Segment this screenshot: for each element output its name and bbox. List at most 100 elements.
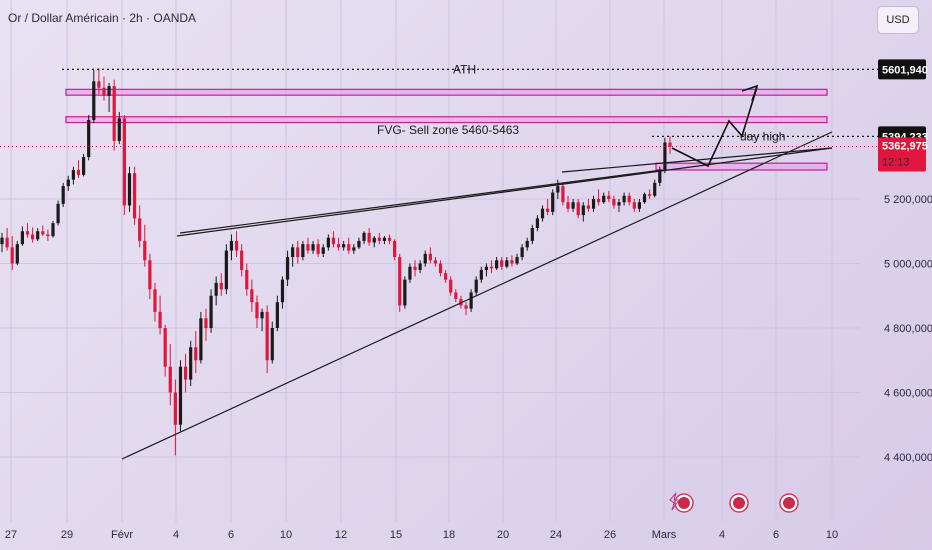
candle-body <box>229 240 234 251</box>
candle-body <box>459 298 463 306</box>
candle-body <box>316 244 320 254</box>
candle-body <box>372 237 376 243</box>
candle-body <box>36 231 40 240</box>
candle <box>138 205 142 248</box>
candle <box>316 239 320 258</box>
candle <box>474 276 478 296</box>
candle <box>173 379 177 456</box>
candle-body <box>612 199 616 206</box>
candle <box>495 257 499 270</box>
candle <box>668 136 672 154</box>
candle <box>214 276 218 306</box>
candle-body <box>347 244 351 251</box>
candle <box>617 199 621 212</box>
candle-body <box>71 169 75 180</box>
candle <box>148 253 152 299</box>
candle <box>551 189 555 216</box>
candle <box>311 240 315 254</box>
candle <box>393 239 397 261</box>
candle <box>597 189 601 206</box>
candle-body <box>362 232 366 241</box>
candle <box>444 269 448 283</box>
price-label-badge <box>878 59 926 80</box>
candle-body <box>438 263 443 274</box>
candle <box>20 226 24 246</box>
x-tick-label: 24 <box>550 529 562 541</box>
candle-body <box>112 86 116 141</box>
candle <box>255 295 259 328</box>
candle <box>632 199 636 212</box>
candle <box>571 199 575 212</box>
candle <box>250 279 254 312</box>
candle-body <box>591 199 596 209</box>
chart-title: Or / Dollar Américain · 2h · OANDA <box>8 11 197 25</box>
candle-body <box>189 347 193 380</box>
candle <box>362 231 366 245</box>
candle <box>500 257 504 270</box>
candle-body <box>627 195 631 203</box>
candle <box>143 224 147 267</box>
candle-body <box>464 305 468 309</box>
event-flag-dot <box>733 497 745 509</box>
candle <box>408 263 412 283</box>
candle <box>627 192 631 206</box>
y-tick-label: 4 400,000 <box>884 452 932 464</box>
projection-path <box>671 86 758 168</box>
candle-body <box>81 157 86 175</box>
candle <box>291 244 295 267</box>
candle <box>331 231 336 248</box>
candle-body <box>403 279 407 306</box>
candle-body <box>597 199 601 203</box>
candle-body <box>148 260 152 290</box>
candle-body <box>153 289 157 312</box>
candle-body <box>377 237 381 241</box>
candle <box>240 244 244 277</box>
candle-body <box>449 279 453 293</box>
candle-body <box>107 86 111 96</box>
event-flag-dot <box>678 497 690 509</box>
candle <box>653 179 657 198</box>
candle-body <box>143 240 147 261</box>
candle <box>107 82 111 112</box>
candle-body <box>224 250 228 290</box>
candle-body <box>178 366 183 425</box>
price-label-value: 5601,940 <box>882 64 928 76</box>
candle <box>117 111 121 145</box>
candle-body <box>0 237 4 245</box>
candle-body <box>454 292 458 299</box>
candle <box>347 237 351 254</box>
candle <box>535 215 540 232</box>
candle-body <box>500 260 504 267</box>
candle-body <box>581 205 585 216</box>
candle <box>326 234 330 251</box>
candle-body <box>367 232 371 243</box>
candle-body <box>576 202 580 216</box>
candle <box>219 273 223 296</box>
candle-body <box>183 366 188 380</box>
x-tick-label: Févr <box>111 529 133 541</box>
candle-body <box>556 186 560 193</box>
event-flag-icon <box>779 493 799 513</box>
candle-body <box>296 247 300 258</box>
candle <box>10 236 14 270</box>
candle <box>342 240 346 251</box>
candle <box>372 236 376 248</box>
candle-body <box>342 244 346 248</box>
candle-body <box>387 237 392 241</box>
candle-body <box>510 260 514 264</box>
candle-body <box>291 247 295 258</box>
sell-zone <box>655 162 828 171</box>
candle-body <box>5 237 9 248</box>
candle-body <box>586 205 591 209</box>
candle-body <box>240 250 244 270</box>
currency-button[interactable]: USD <box>877 6 919 34</box>
candle <box>648 189 652 199</box>
candle <box>321 244 325 258</box>
candle <box>301 240 305 261</box>
candle <box>428 247 432 264</box>
x-tick-label: 10 <box>826 529 838 541</box>
candle <box>36 228 40 241</box>
candle-body <box>87 119 91 158</box>
candle-body <box>408 266 412 280</box>
lightning-icon <box>669 492 680 511</box>
